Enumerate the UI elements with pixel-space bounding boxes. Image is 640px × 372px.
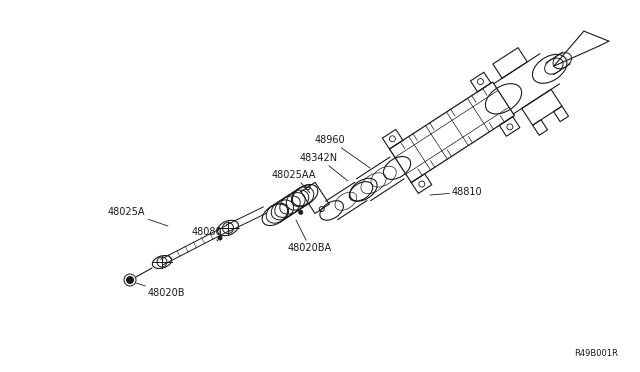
Circle shape [218, 235, 223, 241]
Text: 48810: 48810 [430, 187, 483, 197]
Text: R49B001R: R49B001R [574, 349, 618, 358]
Text: 48025AA: 48025AA [272, 170, 316, 193]
Text: 48960: 48960 [315, 135, 370, 168]
Text: 48020B: 48020B [136, 283, 186, 298]
Circle shape [298, 210, 303, 215]
Text: 48342N: 48342N [300, 153, 348, 181]
Text: 48080: 48080 [192, 227, 223, 241]
Text: 48025A: 48025A [108, 207, 168, 226]
Circle shape [126, 276, 134, 284]
Text: 48020BA: 48020BA [288, 220, 332, 253]
